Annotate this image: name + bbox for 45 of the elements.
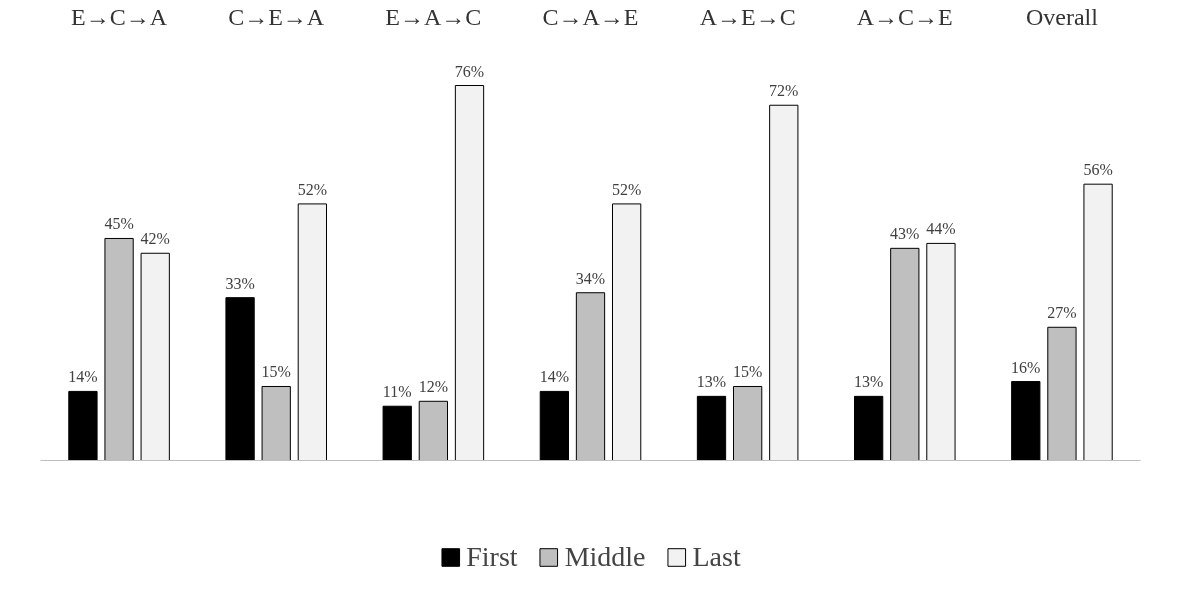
bar: [225, 297, 255, 461]
data-label: 76%: [454, 62, 485, 80]
data-label: 43%: [890, 225, 920, 243]
bar: [140, 252, 170, 461]
data-label: 52%: [611, 180, 642, 198]
x-tick-label: A→E→C: [699, 3, 796, 30]
bar: [612, 203, 642, 461]
x-tick-label: C→A→E: [542, 3, 639, 30]
bar: [1011, 381, 1041, 461]
bar: [696, 395, 727, 461]
bar: [769, 104, 799, 461]
data-label: 15%: [732, 363, 763, 381]
bar: [454, 85, 485, 461]
legend-label: Middle: [564, 541, 646, 573]
x-tick-label: Overall: [1025, 3, 1099, 30]
data-label: 45%: [104, 215, 134, 233]
data-label: 13%: [696, 373, 727, 391]
legend-label: First: [466, 541, 518, 573]
data-label: 11%: [382, 383, 412, 401]
data-label: 52%: [297, 180, 328, 198]
data-label: 12%: [418, 378, 449, 396]
x-tick-label: E→A→C: [385, 3, 482, 30]
data-label: 34%: [575, 269, 606, 287]
bar: [1083, 183, 1113, 461]
bar: [382, 405, 412, 461]
data-label: 27%: [1047, 304, 1077, 322]
data-label: 16%: [1011, 358, 1041, 376]
bar: [854, 395, 884, 461]
bar: [297, 203, 327, 461]
data-label: 42%: [140, 230, 170, 248]
x-tick-label: A→C→E: [856, 3, 953, 30]
x-tick-label: C→E→A: [228, 3, 325, 30]
bar: [68, 390, 98, 461]
data-label: 44%: [926, 220, 956, 238]
data-label: 56%: [1083, 161, 1113, 179]
bar: [926, 242, 956, 461]
data-label: 14%: [539, 368, 570, 386]
x-tick-label: E→C→A: [71, 3, 168, 30]
data-label: 14%: [68, 368, 98, 386]
data-label: 15%: [261, 363, 291, 381]
legend-label: Last: [692, 541, 741, 573]
data-label: 33%: [225, 274, 255, 292]
data-label: 13%: [853, 373, 884, 391]
bar: [539, 390, 569, 461]
data-label: 72%: [769, 82, 799, 100]
